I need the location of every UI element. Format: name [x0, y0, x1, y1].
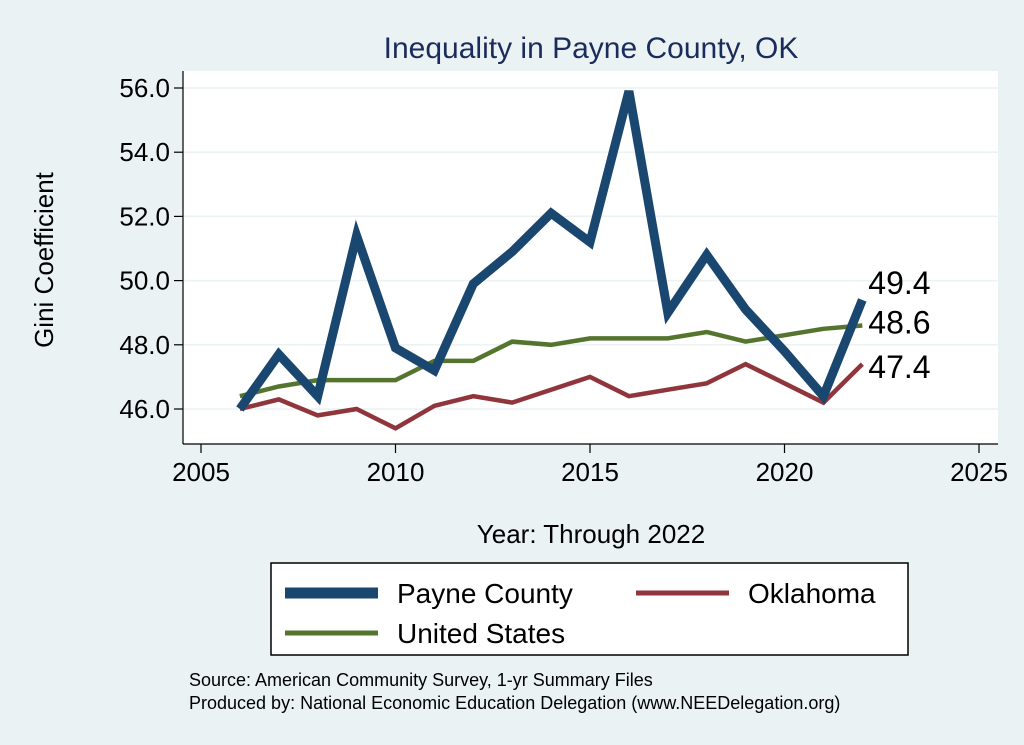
series-line-payne-county [236, 90, 867, 412]
x-tick-label: 2005 [172, 457, 230, 487]
x-tick-label: 2020 [756, 457, 814, 487]
x-axis-title: Year: Through 2022 [477, 519, 705, 549]
y-tick-label: 52.0 [119, 201, 170, 231]
y-tick-label: 56.0 [119, 73, 170, 103]
x-tick-label: 2025 [950, 457, 1008, 487]
series-line-united-states [239, 323, 863, 399]
x-tick-label: 2010 [367, 457, 425, 487]
series-line-oklahoma [239, 361, 864, 431]
y-axis-title: Gini Coefficient [29, 171, 59, 348]
legend-label-oklahoma: Oklahoma [748, 578, 876, 609]
legend-label-payne-county: Payne County [397, 578, 573, 609]
source-note: Source: American Community Survey, 1-yr … [189, 670, 653, 690]
legend-box [270, 562, 909, 656]
y-tick-label: 54.0 [119, 137, 170, 167]
x-tick-label: 2015 [561, 457, 619, 487]
gridlines [183, 87, 998, 410]
series-lines [236, 90, 867, 431]
chart-title: Inequality in Payne County, OK [384, 32, 799, 65]
end-labels: 49.4 47.4 48.6 [868, 265, 930, 385]
legend: Payne County Oklahoma United States [270, 562, 909, 656]
legend-label-united-states: United States [397, 618, 565, 649]
y-tick-label: 50.0 [119, 266, 170, 296]
producer-note: Produced by: National Economic Education… [189, 693, 840, 713]
end-label-oklahoma: 47.4 [868, 349, 930, 385]
end-label-payne-county: 49.4 [868, 265, 930, 301]
end-label-united-states: 48.6 [868, 305, 930, 341]
axes: 46.0 48.0 50.0 52.0 54.0 56.0 2005 2010 2015 2020… [119, 71, 1008, 487]
y-tick-label: 46.0 [119, 394, 170, 424]
y-tick-label: 48.0 [119, 330, 170, 360]
